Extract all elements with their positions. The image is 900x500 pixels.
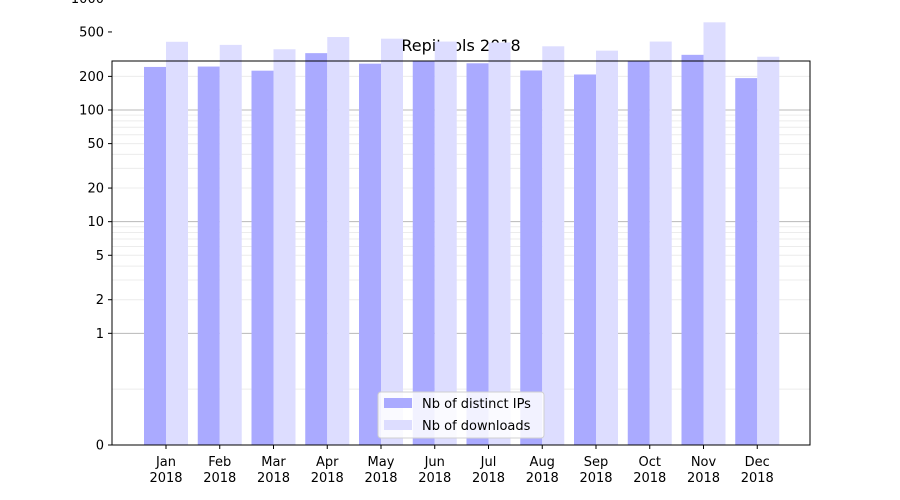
x-tick-label-month: Dec xyxy=(745,455,770,470)
bars xyxy=(144,22,780,446)
x-tick-label-month: May xyxy=(368,455,395,470)
bar-distinct-ips-mar xyxy=(251,70,274,446)
x-tick-label-month: Oct xyxy=(639,455,661,470)
bar-downloads-dec xyxy=(757,56,780,445)
x-axis: Jan2018Feb2018Mar2018Apr2018May2018Jun20… xyxy=(149,445,774,486)
x-tick-label-month: Sep xyxy=(584,455,609,470)
x-tick-label-year: 2018 xyxy=(257,471,290,486)
bar-distinct-ips-apr xyxy=(305,53,328,446)
x-tick-label-month: Nov xyxy=(691,455,717,470)
bar-downloads-oct xyxy=(649,41,672,445)
y-tick-label: 500 xyxy=(79,25,104,40)
x-tick-label-year: 2018 xyxy=(311,471,344,486)
bar-downloads-may xyxy=(381,38,403,446)
bar-distinct-ips-sep xyxy=(574,74,596,446)
x-tick-label-month: Aug xyxy=(530,455,555,470)
x-tick-label-month: Jun xyxy=(424,455,445,470)
x-tick-label-year: 2018 xyxy=(741,471,774,486)
legend-box xyxy=(377,391,545,439)
y-tick-label: 1 xyxy=(96,327,104,342)
x-tick-label-year: 2018 xyxy=(364,471,397,486)
x-tick-label-year: 2018 xyxy=(633,471,666,486)
y-tick-label: 2 xyxy=(96,293,104,308)
y-tick-label: 200 xyxy=(79,70,104,85)
plot-frame xyxy=(111,60,811,446)
bar-distinct-ips-dec xyxy=(735,78,758,446)
bar-downloads-feb xyxy=(219,44,242,446)
x-tick-label-month: Mar xyxy=(261,455,286,470)
legend: Nb of distinct IPs Nb of downloads xyxy=(377,391,545,439)
x-tick-label-year: 2018 xyxy=(472,471,505,486)
y-tick-label: 10 xyxy=(87,215,104,230)
bar-downloads-apr xyxy=(327,37,350,446)
bar-downloads-nov xyxy=(703,22,726,445)
bar-distinct-ips-may xyxy=(359,63,381,445)
x-tick-label-month: Feb xyxy=(208,455,231,470)
x-tick-label-year: 2018 xyxy=(687,471,720,486)
bar-downloads-mar xyxy=(273,49,296,446)
bar-distinct-ips-jul xyxy=(466,63,489,446)
y-tick-label: 50 xyxy=(87,137,104,152)
x-tick-label-month: Jul xyxy=(480,455,497,470)
y-tick-label: 100 xyxy=(79,104,104,119)
x-tick-label-month: Jan xyxy=(155,455,176,470)
y-tick-label: 1000 xyxy=(71,0,104,7)
bar-distinct-ips-aug xyxy=(520,70,543,446)
bar-distinct-ips-nov xyxy=(681,54,704,446)
bar-downloads-jan xyxy=(166,41,188,445)
y-tick-label: 20 xyxy=(87,182,104,197)
x-tick-label-year: 2018 xyxy=(579,471,612,486)
x-tick-label-year: 2018 xyxy=(418,471,451,486)
bar-downloads-aug xyxy=(542,46,565,446)
x-tick-label-year: 2018 xyxy=(149,471,182,486)
bar-downloads-jul xyxy=(488,42,511,446)
bar-downloads-jun xyxy=(434,41,457,445)
x-tick-label-month: Apr xyxy=(316,455,339,470)
legend-label: Nb of downloads xyxy=(422,419,531,434)
bar-distinct-ips-feb xyxy=(197,66,220,445)
legend-label: Nb of distinct IPs xyxy=(422,397,531,412)
bar-distinct-ips-oct xyxy=(627,60,650,446)
legend-swatch xyxy=(384,420,412,430)
x-tick-label-year: 2018 xyxy=(526,471,559,486)
y-axis: 0 1 2 5 10 20 50 100 200 500 1000 xyxy=(71,0,112,454)
x-tick-label-year: 2018 xyxy=(203,471,236,486)
bar-distinct-ips-jan xyxy=(144,66,166,445)
bar-distinct-ips-jun xyxy=(412,61,435,445)
y-tick-label: 5 xyxy=(96,249,104,264)
bar-downloads-sep xyxy=(596,50,618,445)
legend-swatch xyxy=(384,398,412,408)
y-tick-label: 0 xyxy=(96,439,104,454)
